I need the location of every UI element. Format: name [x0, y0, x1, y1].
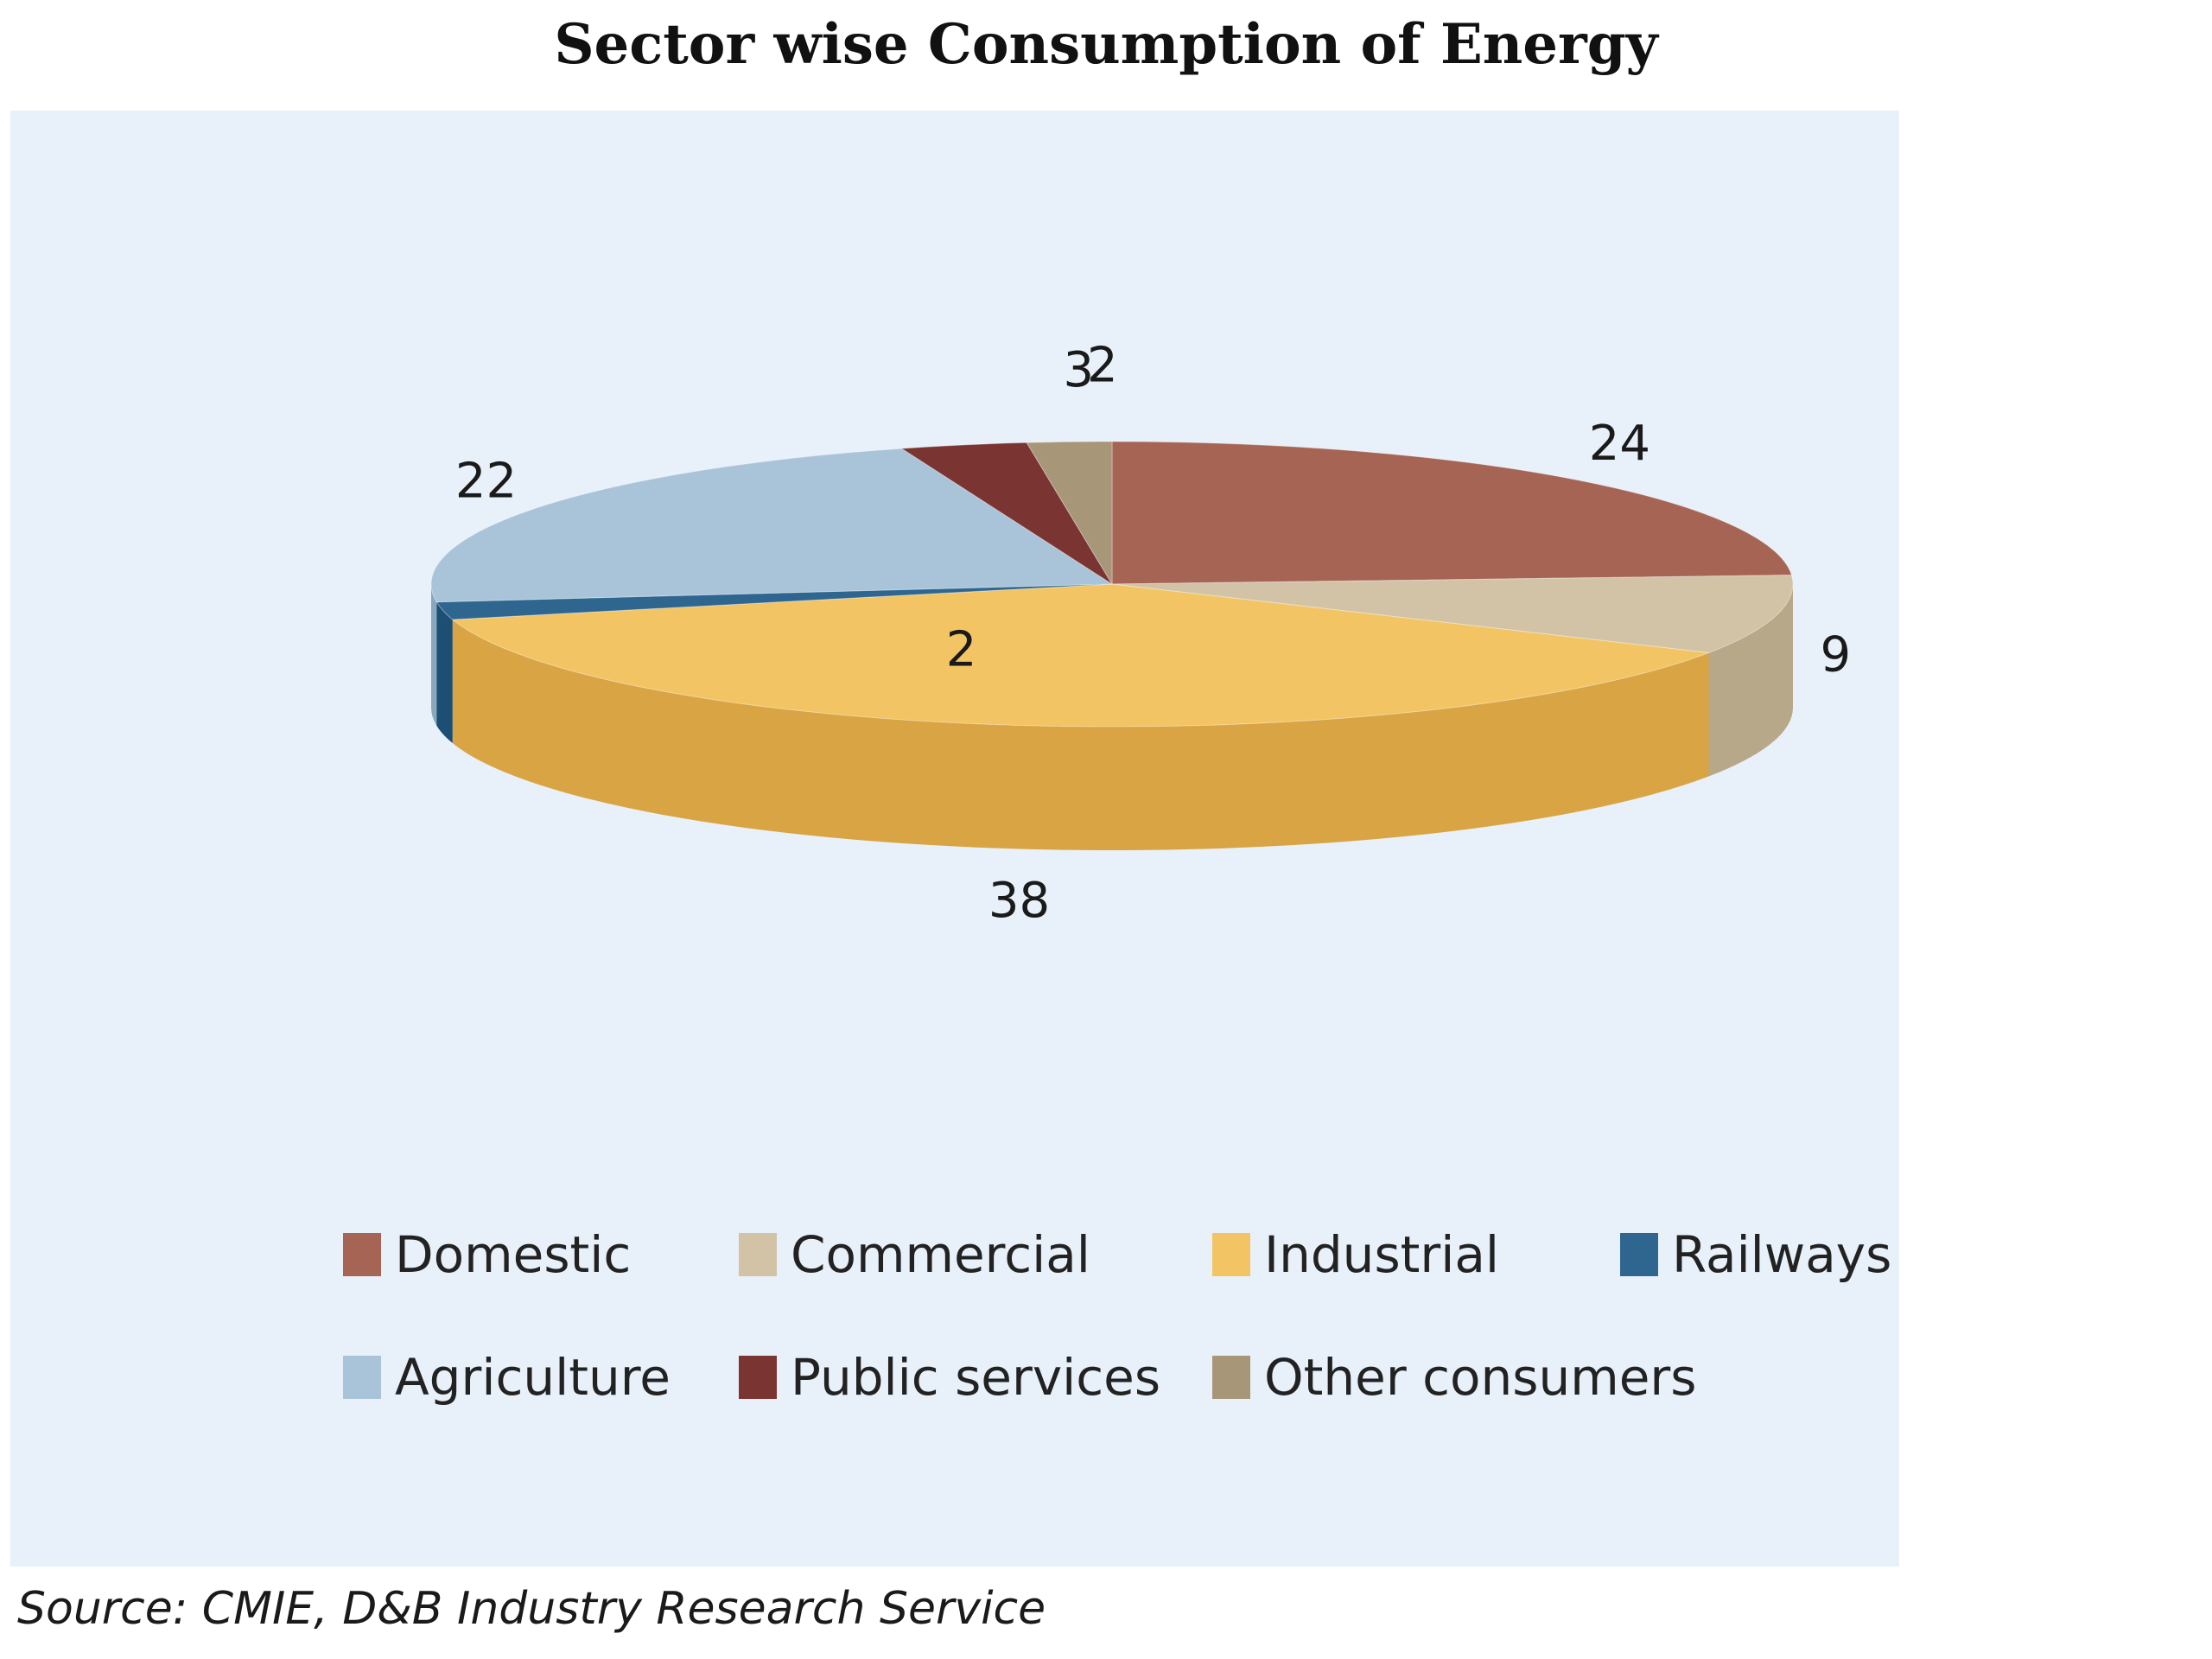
legend-item-industrial: Industrial: [1212, 1225, 1499, 1284]
data-label-public-services: 3: [1063, 342, 1094, 398]
pie-side-railways: [436, 601, 453, 744]
pie-slice-public-services: [899, 442, 1113, 585]
pie-side-commercial: [1708, 584, 1793, 777]
legend-label: Railways: [1672, 1225, 1892, 1284]
legend-label: Industrial: [1264, 1225, 1500, 1284]
data-label-agriculture: 22: [455, 453, 517, 509]
pie-slice-commercial: [1111, 575, 1794, 653]
legend-label: Other consumers: [1264, 1348, 1697, 1407]
legend-swatch: [739, 1356, 777, 1399]
legend-item-commercial: Commercial: [739, 1225, 1090, 1284]
legend-label: Domestic: [395, 1225, 632, 1284]
legend-item-other-consumers: Other consumers: [1212, 1348, 1696, 1407]
data-label-industrial: 38: [988, 873, 1050, 929]
legend-swatch: [739, 1233, 777, 1276]
legend-swatch: [1620, 1233, 1658, 1276]
legend-swatch: [343, 1356, 381, 1399]
legend-item-public-services: Public services: [739, 1348, 1160, 1407]
legend-label: Public services: [791, 1348, 1161, 1407]
legend-swatch: [1212, 1233, 1250, 1276]
pie-side-agriculture: [431, 584, 437, 726]
legend-item-agriculture: Agriculture: [343, 1348, 671, 1407]
data-label-domestic: 24: [1589, 416, 1650, 472]
pie-slice-agriculture: [430, 448, 1114, 603]
legend-label: Commercial: [791, 1225, 1090, 1284]
pie-slice-domestic: [1111, 441, 1793, 585]
legend-item-railways: Railways: [1620, 1225, 1891, 1284]
chart-panel: 24 9 38 2 22 3 2 Domestic Commercial Industrial R…: [10, 111, 1899, 1567]
chart-title: Sector wise Consumption of Energy: [554, 12, 1658, 77]
data-label-commercial: 9: [1821, 626, 1852, 683]
legend-swatch: [1212, 1356, 1250, 1399]
pie-side-industrial: [452, 620, 1709, 850]
source-note: Source: CMIE, D&B Industry Research Serv…: [17, 1583, 1046, 1635]
pie-slice-other-consumers: [1026, 441, 1113, 586]
pie-slice-industrial: [451, 583, 1709, 728]
data-label-other-consumers: 2: [1087, 338, 1118, 394]
legend-label: Agriculture: [395, 1348, 671, 1407]
legend-swatch: [343, 1233, 381, 1276]
data-label-railways: 2: [946, 622, 977, 678]
legend-item-domestic: Domestic: [343, 1225, 631, 1284]
pie-slice-railways: [435, 583, 1113, 620]
